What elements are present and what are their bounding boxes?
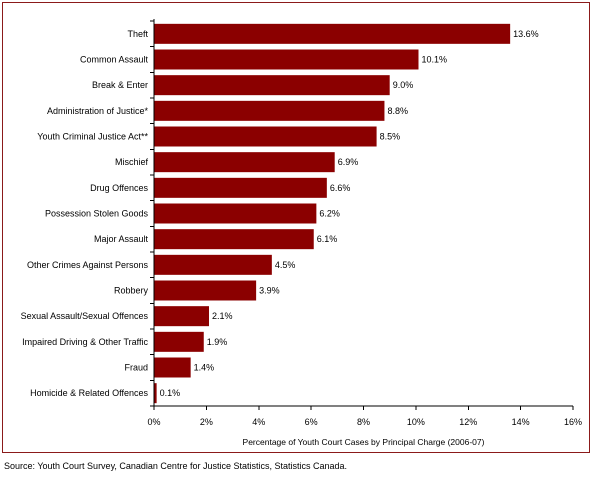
category-label: Possession Stolen Goods <box>45 209 149 219</box>
source-note: Source: Youth Court Survey, Canadian Cen… <box>4 461 348 471</box>
category-label: Break & Enter <box>92 80 148 90</box>
data-label: 6.2% <box>319 209 340 219</box>
bar <box>154 23 511 44</box>
data-label: 6.6% <box>330 183 351 193</box>
category-label: Administration of Justice* <box>47 106 149 116</box>
category-label: Major Assault <box>94 234 149 244</box>
x-tick-label: 0% <box>147 417 160 427</box>
data-label: 13.6% <box>513 29 539 39</box>
category-labels: Theft Common Assault Break & Enter Administ… <box>21 29 149 398</box>
data-label: 0.1% <box>160 388 181 398</box>
data-label: 1.9% <box>207 337 228 347</box>
data-label: 3.9% <box>259 286 280 296</box>
bar <box>154 280 257 301</box>
bar <box>154 75 390 96</box>
x-tick-label: 6% <box>305 417 318 427</box>
bar <box>154 100 385 121</box>
category-label: Homicide & Related Offences <box>30 388 148 398</box>
category-label: Common Assault <box>80 55 149 65</box>
bar <box>154 177 327 198</box>
data-label: 2.1% <box>212 311 233 321</box>
x-tick-label: 8% <box>357 417 370 427</box>
x-axis: 0% 2% 4% 6% 8% 10% 12% 14% 16% <box>147 19 582 427</box>
bar <box>154 357 191 378</box>
bar <box>154 49 419 70</box>
chart-frame: Theft Common Assault Break & Enter Administ… <box>2 2 590 453</box>
bar <box>154 126 377 147</box>
data-label: 10.1% <box>421 55 447 65</box>
category-label: Fraud <box>124 363 148 373</box>
category-label: Impaired Driving & Other Traffic <box>22 337 148 347</box>
x-tick-label: 10% <box>407 417 425 427</box>
bar <box>154 254 272 275</box>
x-tick-label: 14% <box>512 417 530 427</box>
category-label: Robbery <box>114 286 149 296</box>
bar <box>154 383 157 404</box>
category-label: Youth Criminal Justice Act** <box>37 132 148 142</box>
data-label: 4.5% <box>275 260 296 270</box>
bar <box>154 306 209 327</box>
category-label: Mischief <box>115 157 149 167</box>
x-tick-label: 4% <box>252 417 265 427</box>
bar <box>154 229 314 250</box>
data-label: 6.1% <box>317 234 338 244</box>
data-label: 1.4% <box>194 363 215 373</box>
x-tick-label: 12% <box>459 417 477 427</box>
category-label: Drug Offences <box>90 183 148 193</box>
value-labels: 13.6% 10.1% 9.0% 8.8% 8.5% 6.9% 6.6% 6.2% 6.1% 4.… <box>160 29 539 398</box>
data-label: 6.9% <box>338 157 359 167</box>
bar <box>154 152 335 173</box>
category-label: Sexual Assault/Sexual Offences <box>21 311 149 321</box>
x-axis-label: Percentage of Youth Court Cases by Princ… <box>243 437 485 447</box>
data-label: 8.8% <box>387 106 408 116</box>
x-tick-label: 16% <box>564 417 582 427</box>
bar <box>154 331 204 352</box>
category-label: Other Crimes Against Persons <box>27 260 149 270</box>
bar <box>154 203 317 224</box>
bars-group <box>154 23 511 404</box>
data-label: 9.0% <box>393 80 414 90</box>
bar-chart: Theft Common Assault Break & Enter Administ… <box>21 19 582 447</box>
data-label: 8.5% <box>380 132 401 142</box>
category-label: Theft <box>127 29 148 39</box>
x-tick-label: 2% <box>200 417 213 427</box>
